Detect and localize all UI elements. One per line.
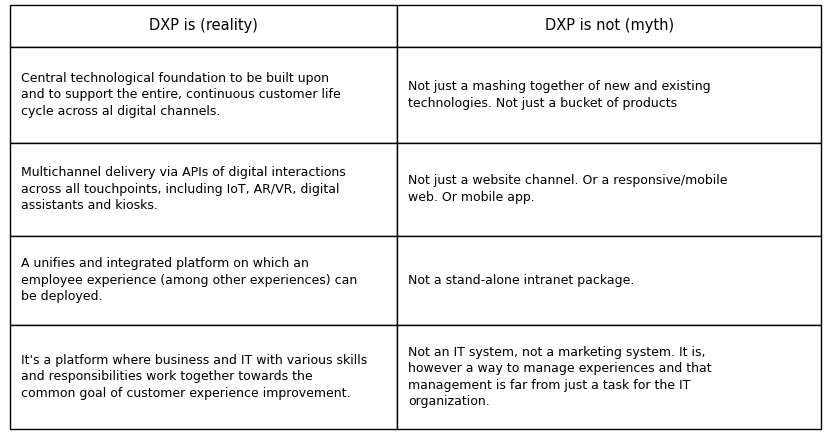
Bar [10, 325, 397, 429]
Bar [10, 5, 397, 47]
Text: DXP is not (myth): DXP is not (myth) [544, 19, 674, 33]
Bar [397, 143, 821, 236]
Text: DXP is (reality): DXP is (reality) [150, 19, 258, 33]
Text: It's a platform where business and IT with various skills
and responsibilities w: It's a platform where business and IT wi… [21, 354, 367, 400]
Bar [10, 236, 397, 325]
Text: Not a stand-alone intranet package.: Not a stand-alone intranet package. [408, 274, 635, 287]
Bar [10, 47, 397, 143]
Bar [397, 47, 821, 143]
Bar [397, 325, 821, 429]
Text: Not just a mashing together of new and existing
technologies. Not just a bucket : Not just a mashing together of new and e… [408, 80, 711, 109]
Bar [397, 236, 821, 325]
Text: Not an IT system, not a marketing system. It is,
however a way to manage experie: Not an IT system, not a marketing system… [408, 346, 712, 408]
Text: Central technological foundation to be built upon
and to support the entire, con: Central technological foundation to be b… [21, 72, 341, 118]
Bar [397, 5, 821, 47]
Text: A unifies and integrated platform on which an
employee experience (among other e: A unifies and integrated platform on whi… [21, 257, 357, 303]
Text: Multichannel delivery via APIs of digital interactions
across all touchpoints, i: Multichannel delivery via APIs of digita… [21, 166, 346, 212]
Text: Not just a website channel. Or a responsive/mobile
web. Or mobile app.: Not just a website channel. Or a respons… [408, 174, 728, 204]
Bar [10, 143, 397, 236]
